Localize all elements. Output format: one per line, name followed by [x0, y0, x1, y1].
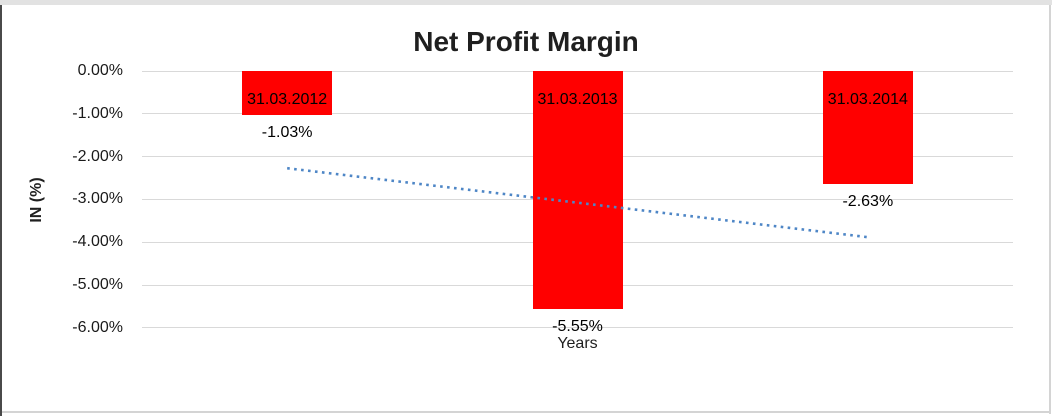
y-axis-tick-label: -6.00% — [72, 318, 123, 336]
bar-31.03.2014 — [822, 71, 913, 184]
chart-title: Net Profit Margin — [413, 26, 639, 57]
category-label: 31.03.2013 — [537, 91, 618, 108]
screenshot-top-edge — [0, 0, 1052, 5]
data-label: -5.55% — [552, 317, 603, 335]
gridline — [142, 327, 1013, 329]
y-axis-tick-label: -5.00% — [72, 276, 123, 294]
data-label: -2.63% — [842, 192, 894, 210]
category-label: 31.03.2012 — [247, 91, 328, 108]
screenshot-left-edge — [0, 5, 2, 416]
bar-31.03.2012 — [242, 71, 333, 116]
y-axis-tick-label: 0.00% — [77, 62, 123, 79]
y-axis-tick-label: -3.00% — [72, 190, 123, 208]
screenshot-bottom-edge — [2, 411, 1051, 413]
x-axis-title: Years — [557, 335, 598, 352]
screenshot-right-edge — [1049, 5, 1051, 414]
y-axis-tick-label: -4.00% — [72, 233, 123, 251]
y-axis-tick-label: -1.00% — [72, 104, 123, 122]
y-axis-tick-label: -2.00% — [72, 147, 123, 165]
category-label: 31.03.2014 — [827, 91, 908, 108]
data-label: -1.03% — [261, 124, 313, 142]
